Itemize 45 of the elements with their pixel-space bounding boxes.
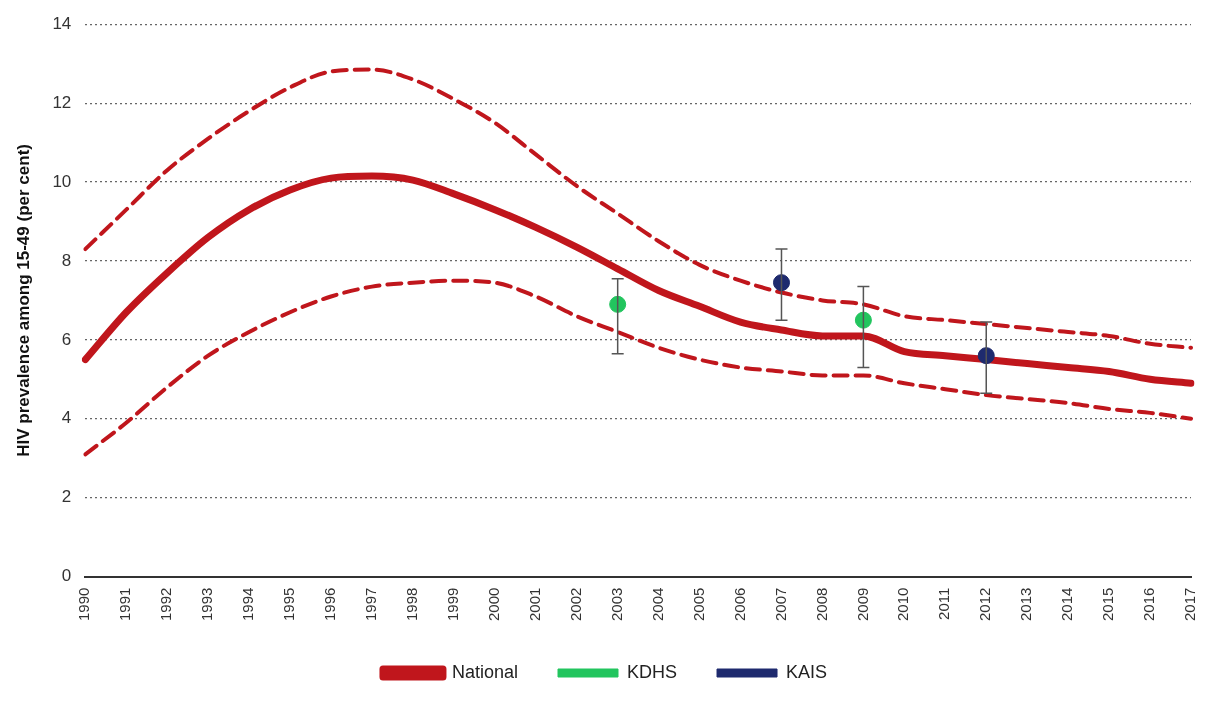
x-tick-label: 2012 (976, 587, 994, 622)
y-tick-label: 14 (52, 13, 72, 33)
y-axis-title: HIV prevalence among 15-49 (per cent) (13, 144, 33, 457)
x-tick-label: 1995 (280, 587, 298, 622)
legend-label: KDHS (627, 661, 678, 682)
x-tick-label: 2014 (1058, 587, 1076, 622)
x-tick-label: 1993 (198, 587, 216, 622)
x-tick-label: 1997 (362, 587, 380, 622)
point (854, 311, 872, 329)
line-series (83, 278, 1193, 457)
y-tick-label: 4 (61, 408, 72, 428)
x-tick-label: 2003 (607, 587, 625, 622)
x-tick-label: 2011 (935, 587, 953, 620)
x-tick-label: 1990 (75, 587, 93, 622)
x-tick-label: 1999 (444, 587, 462, 622)
x-tick-label: 1998 (403, 587, 421, 622)
x-tick-label: 2002 (566, 587, 584, 622)
x-tick-label: 1994 (239, 587, 257, 622)
x-tick-label: 2016 (1140, 587, 1158, 622)
x-tick-label: 2013 (1017, 587, 1035, 622)
legend-label: KAIS (786, 661, 828, 682)
x-tick-label: 2000 (484, 587, 502, 622)
y-tick-label: 6 (61, 329, 72, 349)
x-tick-label: 2004 (648, 587, 666, 622)
y-tick-label: 0 (61, 566, 72, 586)
point (609, 295, 627, 313)
y-tick-label: 10 (52, 171, 72, 191)
x-tick-label: 2015 (1099, 587, 1117, 622)
x-tick-label: 2009 (853, 587, 871, 622)
line-series (83, 67, 1193, 350)
x-tick-label: 2006 (730, 587, 748, 622)
x-tick-label: 1991 (116, 587, 134, 622)
legend-label: National (451, 661, 519, 682)
y-tick-label: 8 (61, 250, 72, 270)
x-tick-label: 1992 (157, 587, 175, 622)
x-tick-label: 1996 (321, 587, 339, 622)
x-tick-label: 2008 (812, 587, 830, 622)
point (772, 274, 790, 292)
x-tick-label: 2010 (894, 587, 912, 622)
x-tick-label: 2017 (1181, 587, 1199, 622)
x-tick-label: 2001 (525, 587, 543, 622)
x-tick-label: 2007 (771, 587, 789, 622)
y-tick-label: 2 (61, 487, 72, 507)
y-tick-label: 12 (52, 92, 72, 112)
x-tick-label: 2005 (689, 587, 707, 622)
